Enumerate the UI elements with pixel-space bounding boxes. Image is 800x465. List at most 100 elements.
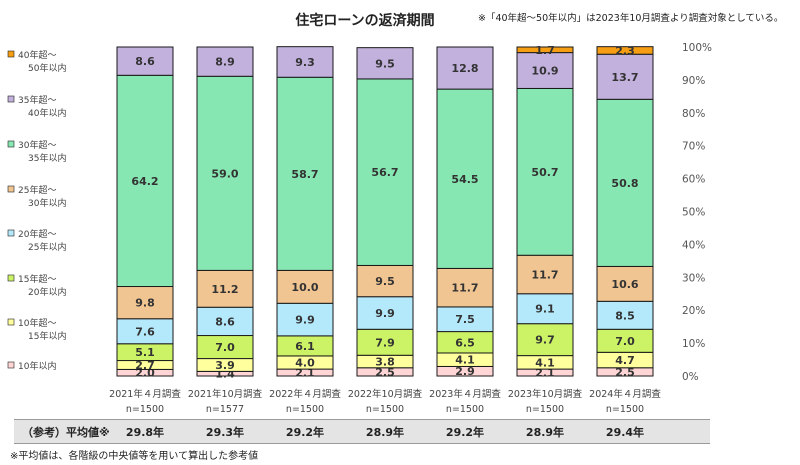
- bar-segment: [596, 300, 654, 330]
- data-label: 8.6: [215, 315, 235, 328]
- legend-label-line2: 15年以内: [28, 330, 66, 342]
- data-label: 2.1: [295, 367, 315, 380]
- bar-segment: [436, 88, 494, 269]
- legend-swatch: [7, 50, 15, 58]
- data-label: 50.8: [611, 177, 638, 190]
- legend-label-line2: 25年以内: [28, 241, 66, 253]
- data-label: 2.5: [615, 366, 635, 379]
- data-label: 3.9: [215, 359, 235, 372]
- bar-segment: [356, 47, 414, 80]
- legend-label-line2: 30年以内: [28, 197, 66, 209]
- sample-size-label: n=1500: [446, 404, 484, 415]
- bar-segment: [516, 323, 574, 357]
- bar-segment: [196, 269, 254, 308]
- bar-segment: [116, 318, 174, 345]
- x-tick-label: 2021年10月調査: [188, 388, 263, 400]
- bar-segment: [596, 53, 654, 100]
- data-label: 1.7: [535, 44, 555, 57]
- bar-segment: [516, 46, 574, 54]
- data-label: 8.5: [615, 309, 635, 322]
- bar-segment: [196, 75, 254, 271]
- x-tick-label: 2023年10月調査: [508, 388, 583, 400]
- y-tick-label: 70%: [682, 141, 705, 153]
- average-footnote: ※平均値は、各階級の中央値等を用いて算出した参考値: [10, 451, 259, 462]
- bar-segment: [356, 78, 414, 266]
- data-label: 13.7: [611, 71, 638, 84]
- legend-label: 20年超～: [18, 228, 56, 240]
- data-label: 7.5: [455, 313, 475, 326]
- data-label: 9.5: [375, 275, 395, 288]
- average-value: 29.4年: [605, 426, 645, 439]
- data-label: 54.5: [451, 173, 478, 186]
- legend-swatch: [7, 274, 15, 282]
- x-axis: 2021年４月調査 n=1500 2021年10月調査 n=1577 2022年４月調査…: [109, 388, 661, 415]
- average-value: 29.8年: [125, 426, 165, 439]
- average-value: 29.3年: [205, 426, 245, 439]
- y-tick-label: 10%: [682, 338, 705, 350]
- average-value: 29.2年: [445, 426, 485, 439]
- bar-segment: [356, 328, 414, 356]
- legend-swatch: [7, 318, 15, 326]
- x-tick-label: 2023年４月調査: [429, 388, 501, 400]
- legend-label: 25年超～: [18, 184, 56, 196]
- bar-segment: [276, 302, 334, 337]
- data-label: 2.0: [135, 367, 155, 380]
- data-label: 2.5: [375, 366, 395, 379]
- y-tick-label: 40%: [682, 239, 705, 251]
- y-tick-label: 60%: [682, 174, 705, 186]
- data-label: 3.8: [375, 356, 395, 369]
- y-axis: 0% 10% 20% 30% 40% 50% 60% 70% 80% 90% 100%: [682, 42, 712, 383]
- data-label: 10.9: [531, 65, 558, 78]
- y-tick-label: 0%: [682, 371, 699, 383]
- average-value: 28.9年: [365, 426, 405, 439]
- legend: 40年超～50年以内 35年超～40年以内 30年超～35年以内 25年超～30年以内…: [7, 49, 66, 372]
- data-label: 11.7: [451, 282, 478, 295]
- data-label: 59.0: [211, 167, 238, 180]
- sample-size-label: n=1500: [526, 404, 564, 415]
- data-label: 7.0: [615, 335, 635, 348]
- data-label: 4.1: [455, 354, 475, 367]
- x-tick-label: 2022年10月調査: [348, 388, 423, 400]
- sample-size-label: n=1500: [126, 404, 164, 415]
- sample-size-label: n=1577: [206, 404, 244, 415]
- legend-label: 30年超～: [18, 139, 56, 151]
- bar-segment: [356, 264, 414, 298]
- bar-segment: [516, 52, 574, 89]
- data-label: 10.6: [611, 278, 638, 291]
- data-label: 11.7: [531, 269, 558, 282]
- bar-segment: [596, 46, 654, 55]
- average-label: （参考）平均値※: [22, 426, 110, 439]
- bar-segment: [276, 269, 334, 304]
- bar-segment: [116, 74, 174, 288]
- chart-title: 住宅ローンの返済期間: [295, 13, 435, 29]
- average-value: 28.9年: [525, 426, 565, 439]
- data-label: 9.3: [295, 56, 315, 69]
- legend-swatch: [7, 95, 15, 103]
- legend-label-line2: 50年以内: [28, 62, 66, 74]
- legend-swatch: [7, 229, 15, 237]
- sample-size-label: n=1500: [366, 404, 404, 415]
- survey-note: ※「40年超～50年以内」は2023年10月調査より調査対象としている。: [478, 13, 784, 24]
- data-label: 64.2: [131, 175, 158, 188]
- average-row: （参考）平均値※ 29.8年 29.3年 29.2年 28.9年 29.2年 28.9年 2…: [14, 419, 710, 444]
- data-label: 58.7: [291, 168, 318, 181]
- data-label: 6.5: [455, 336, 475, 349]
- data-label: 8.9: [215, 56, 235, 69]
- average-value: 29.2年: [285, 426, 325, 439]
- legend-label: 35年超～: [18, 94, 56, 106]
- legend-label-line2: 35年以内: [28, 152, 66, 164]
- x-tick-label: 2022年４月調査: [269, 388, 341, 400]
- data-label: 4.7: [615, 354, 635, 367]
- legend-label: 10年超～: [18, 317, 56, 329]
- bar-segment: [356, 296, 414, 330]
- bar-segment: [276, 76, 334, 271]
- legend-label: 15年超～: [18, 273, 56, 285]
- bar-segment: [276, 46, 334, 78]
- bar-segment: [116, 46, 174, 76]
- sample-size-label: n=1500: [286, 404, 324, 415]
- x-tick-label: 2021年４月調査: [109, 388, 181, 400]
- legend-label: 40年超～: [18, 49, 56, 61]
- bar-segment: [116, 286, 174, 320]
- bar-segment: [436, 267, 494, 308]
- bar-segment: [196, 306, 254, 337]
